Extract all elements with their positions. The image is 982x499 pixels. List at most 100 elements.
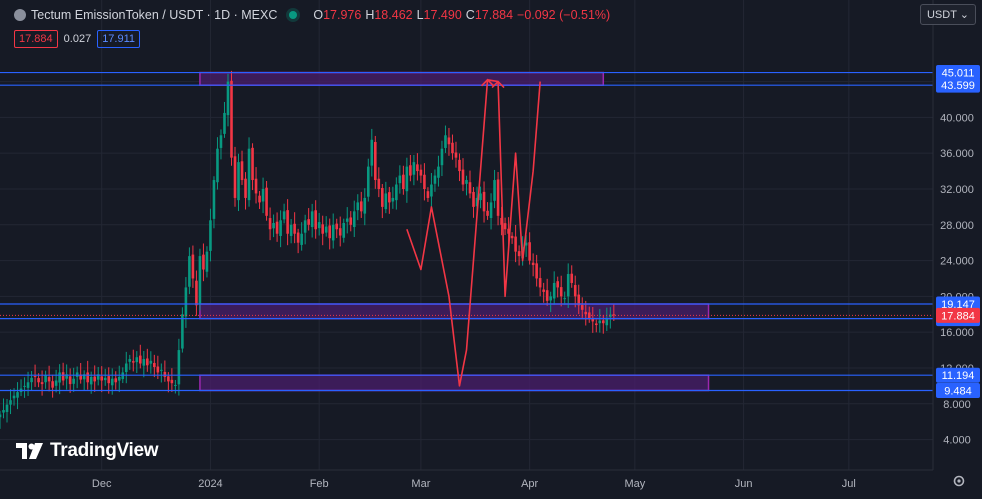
candle-body [356,202,360,211]
candle-body [275,221,279,234]
candle-body [496,179,500,216]
candle-body [272,222,275,229]
candle-body [230,80,233,158]
candle-body [37,378,40,383]
candle-body [26,382,30,388]
chart-header: Tectum EmissionToken / USDT · 1D · MEXC … [14,6,614,24]
candle-body [402,174,405,189]
candle-body [93,376,97,382]
candle-body [170,379,174,384]
quote-row: 17.884 0.027 17.911 [14,30,141,48]
candle-body [556,281,559,288]
candle-body [321,224,324,234]
candle-body [307,219,310,225]
price-level-tag-bg [936,367,980,383]
candle-body [289,224,293,236]
candle-body [146,358,149,366]
price-tick-label: 8.000 [943,399,971,411]
low-label: L [416,8,424,22]
candle-body [86,372,89,383]
change-value: −0.092 (−0.51%) [517,8,611,22]
candle-body [44,375,47,383]
candle-body [96,374,100,380]
price-level-tag: 43.599 [941,80,975,92]
price-tick-label: 32.000 [940,184,974,196]
candle-body [30,377,33,383]
time-tick-label: Jul [842,478,856,490]
low-value: 17.490 [423,8,462,22]
candle-body [163,371,167,377]
candle-body [212,180,216,219]
candle-body [489,202,493,218]
candle-body [486,210,489,216]
candle-body [131,361,135,363]
candle-body [328,225,332,239]
candle-body [149,360,153,364]
price-level-tag: 9.484 [944,385,972,397]
symbol-title[interactable]: Tectum EmissionToken / USDT · 1D · MEXC [31,8,278,22]
candle-body [177,350,181,385]
price-level-tag-bg [936,77,980,93]
candle-body [514,236,517,252]
candle-body [388,192,391,203]
candle-body [426,191,430,198]
candle-body [584,311,588,315]
supply-demand-zone [199,303,710,320]
candle-body [268,218,272,230]
bid-price[interactable]: 17.884 [14,30,58,48]
candle-body [33,375,37,377]
time-tick-label: Jun [735,478,753,490]
price-tick-label: 36.000 [940,148,974,160]
candle-body [258,195,261,203]
candles [0,70,616,429]
candle-body [195,280,198,306]
tradingview-logo: TradingView [16,440,159,462]
candle-body [374,141,377,181]
candle-body [423,174,426,189]
candle-body [198,256,202,305]
candle-body [458,159,461,172]
symbol-icon [14,9,26,21]
candle-body [79,374,82,380]
last-price-tag: 17.884 [941,310,975,322]
candle-body [366,166,370,197]
candle-body [430,184,433,197]
candle-body [244,178,247,198]
candle-body [524,242,528,246]
candle-body [174,384,177,386]
candle-body [9,400,12,405]
time-tick-label: Mar [411,478,430,490]
settings-gear-icon[interactable] [952,474,966,488]
ask-price[interactable]: 17.911 [97,30,141,48]
candle-body [254,178,258,194]
candle-body [573,285,577,297]
candle-body [552,282,556,299]
candle-body [233,156,237,198]
price-level-tag: 45.011 [942,68,975,80]
candle-body [209,220,212,251]
candle-body [47,377,51,382]
price-tick-label: 4.000 [943,435,971,447]
candle-body [510,235,514,239]
candle-body [587,312,591,319]
candle-body [310,211,314,228]
candle-body [40,382,44,385]
candle-body [461,169,465,185]
candle-body [160,369,163,371]
candle-body [338,228,342,236]
currency-button[interactable]: USDT ⌄ [919,4,976,25]
candle-body [331,224,335,241]
candle-body [570,273,574,283]
candle-body [181,314,184,349]
candle-body [247,148,251,201]
high-value: 18.462 [374,8,413,22]
candle-body [391,197,395,202]
arrowhead [491,80,505,89]
arrowhead [480,78,495,87]
candle-body [2,410,5,413]
candle-body [23,385,26,387]
candle-body [61,372,65,381]
last-price-tag-bg [936,307,980,323]
price-level-tag-bg [936,296,980,312]
